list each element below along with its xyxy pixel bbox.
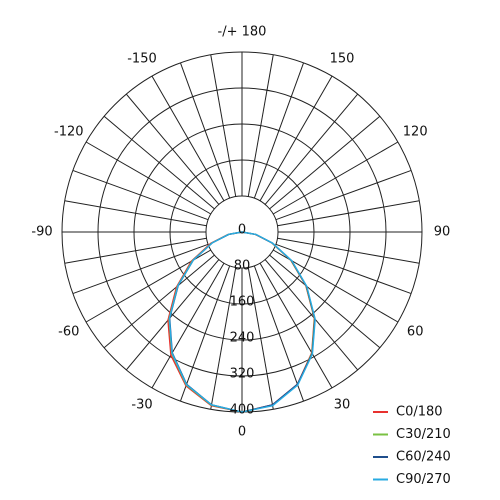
grid-line — [210, 54, 237, 197]
grid-line — [179, 62, 231, 199]
legend-label: C60/240 — [396, 450, 451, 465]
angle-tick-label: 0 — [238, 425, 246, 440]
grid-line — [277, 237, 420, 264]
r-tick-label: 240 — [230, 331, 255, 346]
grid-line — [247, 267, 274, 410]
r-tick-label: 320 — [230, 367, 255, 382]
grid-line — [85, 249, 212, 323]
r-tick-label: 80 — [234, 259, 251, 274]
grid-line — [151, 75, 225, 202]
grid-line — [125, 93, 220, 205]
angle-tick-label: -150 — [127, 51, 157, 66]
angle-tick-label: -30 — [131, 398, 152, 413]
grid-line — [269, 115, 381, 210]
grid-line — [264, 93, 359, 205]
grid-line — [103, 254, 215, 349]
legend-label: C0/180 — [396, 405, 443, 420]
grid-line — [269, 254, 381, 349]
grid-line — [72, 169, 209, 221]
angle-tick-label: 60 — [407, 325, 424, 340]
grid-line — [272, 141, 399, 215]
grid-line — [179, 265, 231, 402]
legend-label: C90/270 — [396, 472, 451, 487]
grid-line — [275, 243, 412, 295]
legend-label: C30/210 — [396, 427, 451, 442]
grid-line — [253, 265, 305, 402]
grid-line — [272, 249, 399, 323]
grid-line — [275, 169, 412, 221]
grid-line — [253, 62, 305, 199]
angle-tick-label: 90 — [434, 225, 451, 240]
intensity-curve — [168, 231, 316, 413]
grid-line — [103, 115, 215, 210]
grid-line — [247, 54, 274, 197]
grid-line — [264, 259, 359, 371]
grid-line — [85, 141, 212, 215]
angle-tick-label: 30 — [334, 398, 351, 413]
grid-line — [210, 267, 237, 410]
angle-tick-label: 120 — [403, 125, 428, 140]
grid-line — [72, 243, 209, 295]
grid-line — [277, 200, 420, 227]
angle-tick-label: -90 — [31, 225, 52, 240]
r-tick-label: 0 — [238, 223, 246, 238]
angle-tick-label: -60 — [58, 325, 79, 340]
angle-tick-label: 150 — [330, 51, 355, 66]
grid-line — [259, 75, 333, 202]
grid-line — [64, 200, 207, 227]
r-tick-label: 400 — [230, 403, 255, 418]
grid-line — [125, 259, 220, 371]
r-tick-label: 160 — [230, 295, 255, 310]
grid-line — [151, 262, 225, 389]
angle-tick-label: -120 — [54, 125, 84, 140]
angle-tick-label: -/+ 180 — [218, 25, 267, 40]
grid-line — [259, 262, 333, 389]
grid-line — [64, 237, 207, 264]
